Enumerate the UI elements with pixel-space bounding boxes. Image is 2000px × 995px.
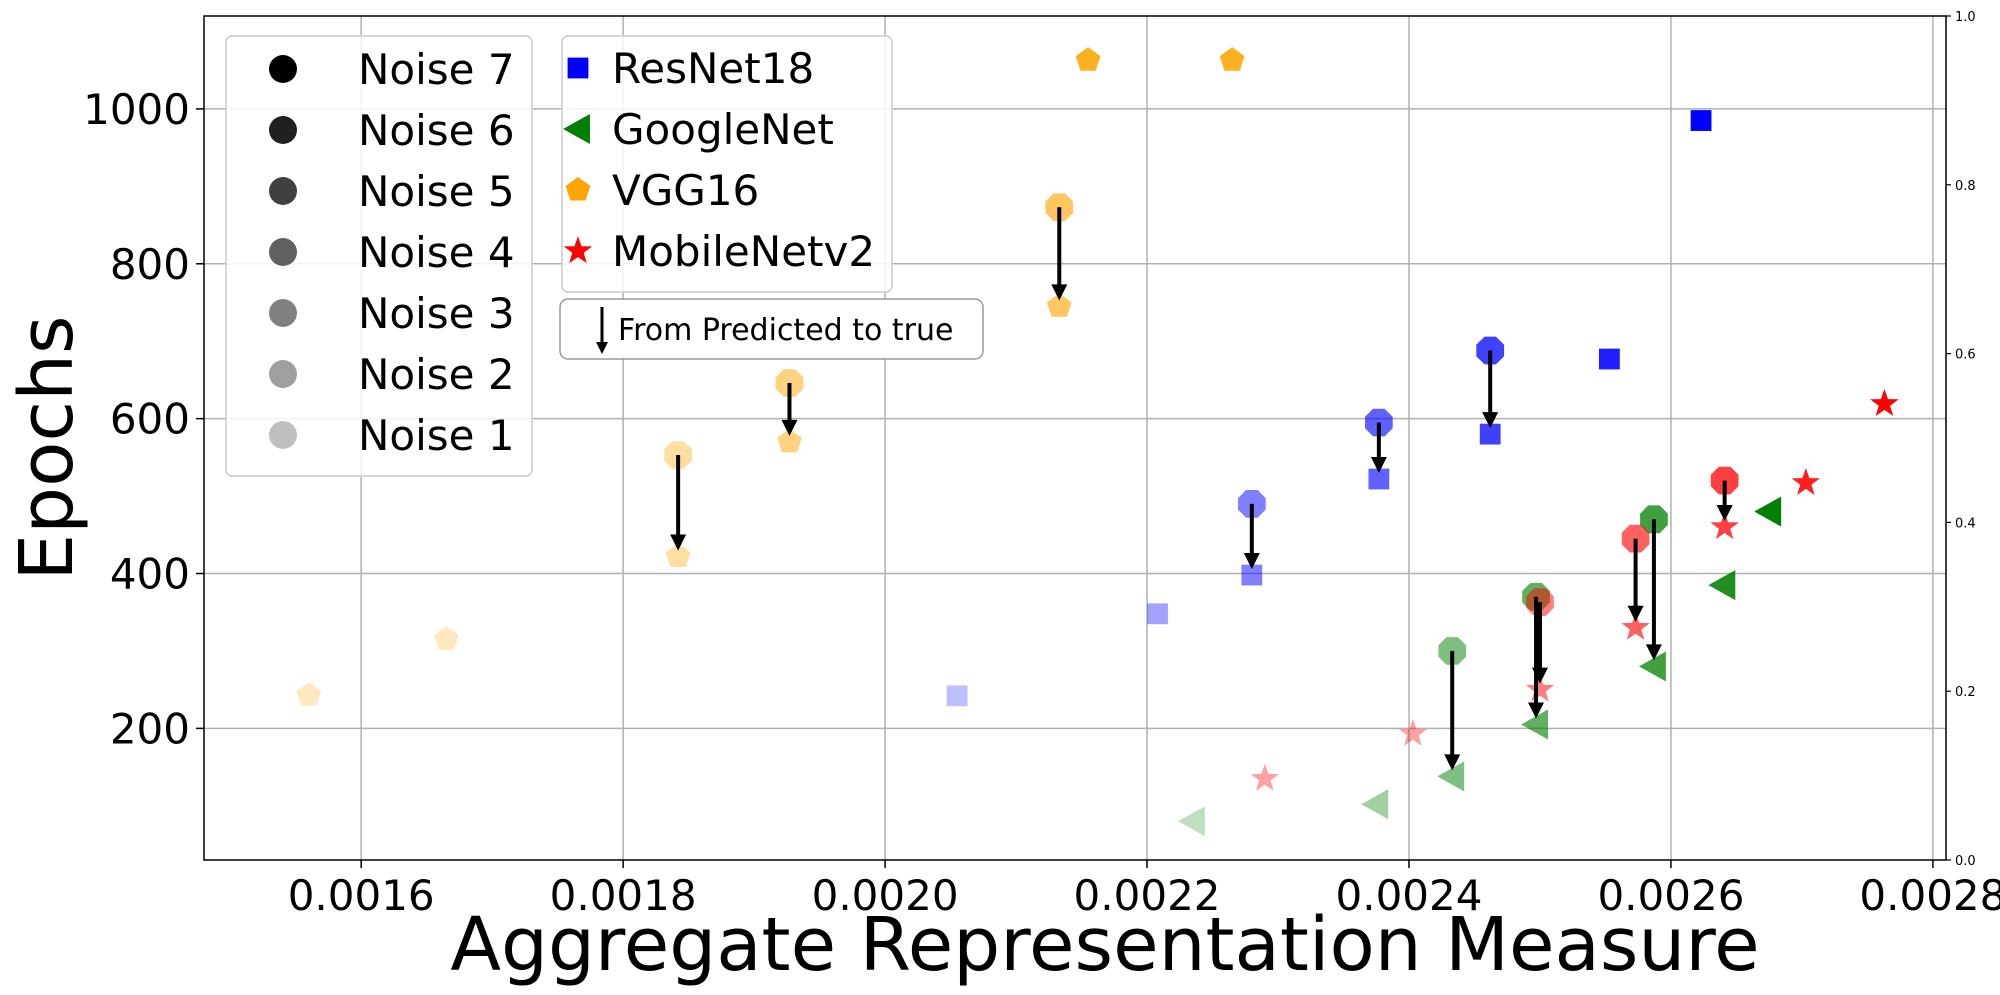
y2-tick-label: 1.0	[1955, 10, 1976, 25]
model-legend-label: MobileNetv2	[612, 227, 875, 276]
y-tick-label: 400	[110, 550, 190, 599]
noise-legend-label: Noise 2	[358, 350, 515, 399]
googlenet-point	[1361, 789, 1389, 820]
arrow-legend-head	[596, 342, 608, 354]
noise-legend-label: Noise 3	[358, 289, 515, 338]
mobilenetv2-point	[1525, 674, 1555, 702]
x-tick-label: 0.0024	[1336, 871, 1483, 920]
googlenet-predicted-point	[1640, 505, 1668, 534]
prediction-arrow-head	[1627, 605, 1644, 622]
resnet18-predicted-point	[1476, 336, 1505, 365]
prediction-arrow-head	[1370, 457, 1387, 474]
mobilenetv2-point	[1250, 763, 1280, 791]
prediction-arrow-head	[1716, 505, 1733, 522]
noise-legend-swatch	[269, 360, 297, 388]
model-legend-label: VGG16	[612, 166, 759, 215]
y2-tick-label: 0.2	[1955, 685, 1976, 700]
prediction-arrow-head	[1051, 284, 1068, 301]
y-tick-label: 1000	[83, 85, 190, 134]
googlenet-point	[1177, 806, 1205, 837]
resnet18-point	[1479, 423, 1501, 445]
prediction-arrows	[670, 207, 1733, 771]
prediction-arrow-head	[1444, 754, 1461, 771]
mobilenetv2-point	[1791, 468, 1821, 495]
noise-legend-swatch	[269, 421, 297, 449]
mobilenetv2-point	[1621, 612, 1650, 640]
model-legend-swatch	[565, 177, 591, 201]
model-legend-label: GoogleNet	[612, 105, 834, 154]
googlenet-point	[1638, 651, 1666, 682]
y2-tick-label: 0.0	[1955, 854, 1976, 869]
prediction-arrow-head	[1482, 412, 1499, 429]
x-tick-label: 0.0020	[812, 871, 959, 920]
x-tick-label: 0.0028	[1859, 871, 2000, 920]
noise-legend-box	[225, 35, 533, 477]
vgg16-point	[1046, 293, 1072, 317]
axis-ticks: 0.0016 0.0018 0.0020 0.0022 0.0024 0.0026 0.00…	[83, 10, 2000, 920]
x-tick-label: 0.0016	[288, 871, 435, 920]
prediction-arrow-head	[670, 534, 687, 551]
vgg16-point	[1219, 47, 1245, 71]
y-axis-label: Epochs	[4, 315, 90, 580]
noise-legend-label: Noise 7	[358, 45, 515, 94]
vgg16-point	[1075, 47, 1101, 71]
mobilenetv2-point	[1398, 718, 1428, 746]
y2-tick-label: 0.8	[1955, 179, 1976, 194]
vgg16-point	[665, 543, 691, 567]
prediction-arrow-head	[1528, 702, 1545, 719]
vgg16-point	[433, 626, 459, 650]
y-tick-label: 800	[110, 240, 190, 289]
googlenet-point	[1708, 570, 1736, 601]
y-tick-label: 200	[110, 704, 190, 753]
resnet18-point	[1368, 468, 1390, 490]
noise-legend-swatch	[269, 238, 297, 266]
mobilenetv2-predicted-point	[1526, 588, 1554, 616]
resnet18-point	[1241, 564, 1263, 586]
resnet18-point	[1147, 603, 1168, 625]
mobilenetv2-predicted-point	[1710, 466, 1739, 495]
x-axis-label: Aggregate Representation Measure	[450, 902, 1759, 988]
y2-tick-label: 0.4	[1955, 516, 1976, 531]
noise-legend-label: Noise 5	[358, 167, 515, 216]
x-tick-label: 0.0018	[550, 871, 697, 920]
noise-legend-label: Noise 6	[358, 106, 515, 155]
googlenet-point	[1754, 496, 1782, 527]
plot-frame	[203, 15, 1947, 861]
model-legend-label: ResNet18	[612, 44, 814, 93]
model-legend-swatch	[563, 114, 590, 144]
resnet18-point	[946, 685, 968, 707]
model-legend-swatch	[563, 236, 593, 264]
data-marks	[296, 47, 1899, 837]
arrow-legend-box	[559, 298, 984, 360]
model-legend-box	[561, 35, 893, 293]
noise-legend-swatch	[269, 116, 297, 144]
googlenet-point	[1521, 709, 1549, 740]
vgg16-point	[777, 428, 802, 453]
vgg16-point	[296, 682, 322, 706]
y2-tick-label: 0.6	[1955, 348, 1976, 363]
mobilenetv2-point	[1870, 389, 1899, 416]
googlenet-point	[1437, 761, 1465, 792]
prediction-arrow-head	[1243, 553, 1260, 570]
noise-legend-label: Noise 1	[358, 411, 515, 460]
legend: Noise 7 Noise 6 Noise 5 Noise 4 Noise 3 Noise…	[225, 35, 984, 477]
noise-legend-swatch	[269, 299, 297, 327]
x-tick-label: 0.0022	[1074, 871, 1221, 920]
noise-legend-swatch	[269, 177, 297, 205]
y-tick-label: 600	[110, 395, 190, 444]
noise-legend-swatch	[269, 55, 297, 83]
mobilenetv2-predicted-point	[1621, 524, 1650, 553]
vgg16-predicted-point	[1045, 193, 1074, 222]
resnet18-point	[1598, 348, 1620, 370]
model-legend-swatch	[567, 57, 589, 79]
prediction-arrow-head	[1531, 667, 1548, 684]
noise-legend-label: Noise 4	[358, 228, 515, 277]
arrow-legend-label: From Predicted to true	[618, 313, 953, 348]
prediction-arrow-head	[781, 419, 798, 436]
prediction-arrow-head	[1645, 644, 1662, 661]
x-tick-label: 0.0026	[1597, 871, 1744, 920]
resnet18-point	[1690, 110, 1712, 131]
mobilenetv2-point	[1710, 512, 1739, 540]
